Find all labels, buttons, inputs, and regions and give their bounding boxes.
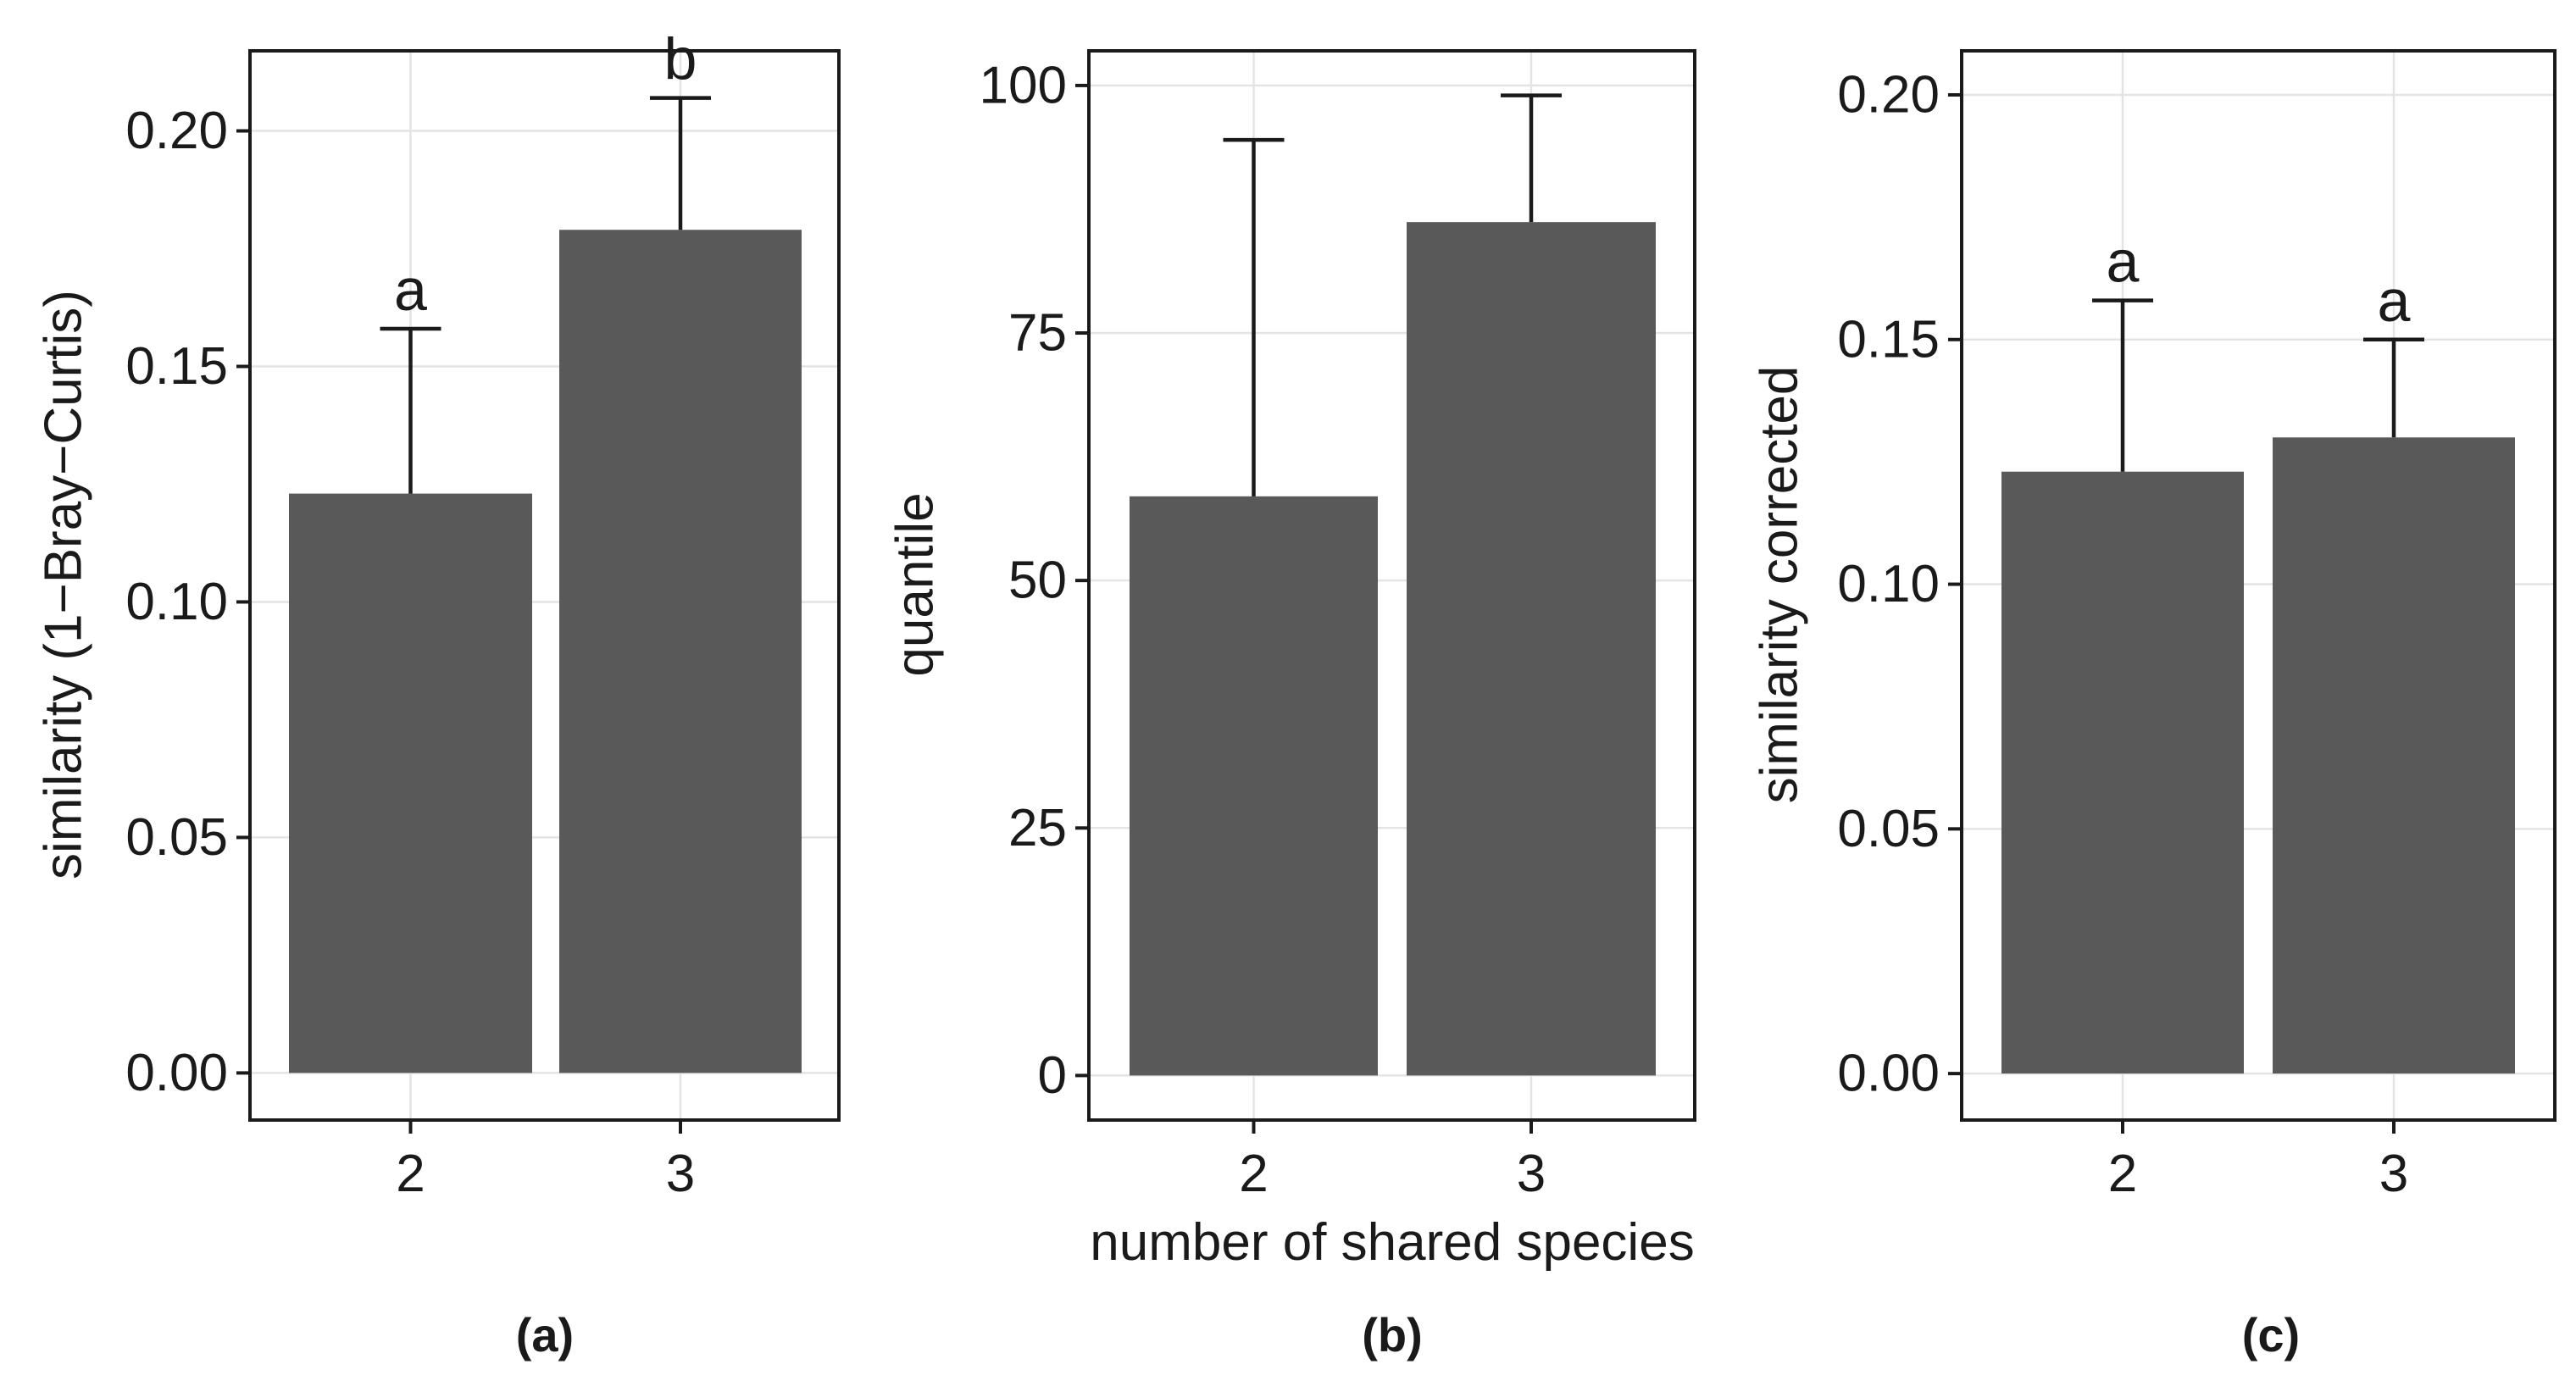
- panel-b: 0 25 50 75 100 2 3 quantile (b): [886, 49, 1696, 1362]
- bar-3: [559, 230, 802, 1073]
- significance-letter: a: [394, 257, 427, 323]
- y-tick-label: 50: [1008, 552, 1067, 610]
- panel-c: a a 0.00 0.05 0.10 0.15 0.20 2 3 similarity corre…: [1751, 49, 2557, 1362]
- x-tick-label: 3: [2379, 1145, 2408, 1203]
- significance-letter: b: [664, 26, 697, 92]
- panel-label: (a): [516, 1308, 574, 1362]
- y-tick-label: 0.20: [1837, 65, 1940, 124]
- y-tick-label: 0.00: [125, 1044, 228, 1102]
- y-tick-label: 100: [980, 56, 1067, 114]
- y-tick-label: 0: [1038, 1046, 1067, 1105]
- shared-x-axis-title: number of shared species: [1090, 1213, 1694, 1272]
- x-tick-label: 2: [1239, 1145, 1268, 1203]
- y-tick-label: 0.10: [1837, 555, 1940, 613]
- y-tick-label: 0.05: [125, 808, 228, 867]
- plot-frame: [1087, 49, 1696, 1122]
- plot-frame: [248, 49, 841, 1122]
- bar-2: [2001, 471, 2244, 1074]
- significance-letter: a: [2378, 268, 2411, 334]
- y-tick-label: 25: [1008, 799, 1067, 857]
- bar-3: [2273, 437, 2515, 1074]
- y-tick-label: 75: [1008, 304, 1067, 363]
- bar-2: [1130, 496, 1378, 1076]
- bar-3: [1407, 222, 1656, 1076]
- x-tick-label: 2: [2108, 1145, 2137, 1203]
- y-tick-label: 0.15: [125, 337, 228, 396]
- x-tick-label: 2: [396, 1145, 425, 1203]
- bar-2: [289, 493, 532, 1073]
- significance-letter: a: [2107, 229, 2140, 295]
- panel-label: (b): [1362, 1308, 1423, 1362]
- y-tick-label: 0.15: [1837, 310, 1940, 369]
- y-axis-title: similarity (1−Bray−Curtis): [35, 290, 93, 879]
- panel-a: a b 0.00 0.05 0.10 0.15 0.20 2 3 similarity (1−Br…: [35, 26, 841, 1362]
- x-tick-label: 3: [1517, 1145, 1546, 1203]
- x-tick-label: 3: [666, 1145, 695, 1203]
- y-axis-title: quantile: [886, 492, 945, 676]
- y-tick-label: 0.05: [1837, 800, 1940, 858]
- panel-label: (c): [2242, 1308, 2300, 1362]
- y-tick-label: 0.20: [125, 102, 228, 160]
- y-tick-label: 0.10: [125, 573, 228, 631]
- y-tick-label: 0.00: [1837, 1045, 1940, 1103]
- y-axis-title: similarity corrected: [1751, 366, 1809, 804]
